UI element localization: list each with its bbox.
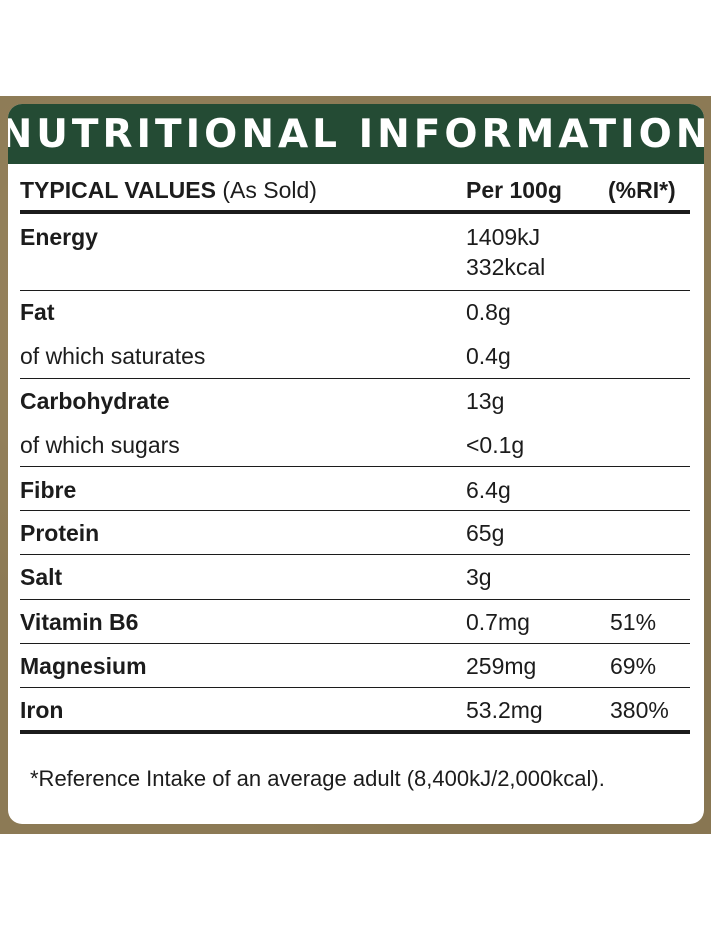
- row-iron-ri: 380%: [610, 697, 669, 723]
- nutrition-panel: NUTRITIONAL INFORMATION TYPICAL VALUES (…: [8, 104, 704, 824]
- row-energy-kj: 1409kJ: [466, 224, 541, 250]
- row-energy-name: Energy: [20, 224, 98, 250]
- row-divider: [20, 378, 690, 379]
- row-salt-value: 3g: [466, 564, 492, 590]
- header-rule: [20, 210, 690, 214]
- row-vitamin-b6-value: 0.7mg: [466, 609, 530, 635]
- row-carbohydrate-name: Carbohydrate: [20, 388, 170, 414]
- ri-header: (%RI*): [608, 177, 676, 203]
- row-iron-name: Iron: [20, 697, 64, 723]
- typical-values-label: TYPICAL VALUES: [20, 177, 216, 203]
- row-fibre-value: 6.4g: [466, 477, 511, 503]
- row-iron-value: 53.2mg: [466, 697, 543, 723]
- row-magnesium-ri: 69%: [610, 653, 657, 679]
- row-fat-value: 0.8g: [466, 299, 511, 325]
- panel-title: NUTRITIONAL INFORMATION: [8, 104, 704, 164]
- footer-rule: [20, 730, 690, 734]
- typical-values-header: TYPICAL VALUES (As Sold): [20, 170, 317, 210]
- row-sugars-value: <0.1g: [466, 432, 525, 458]
- row-divider: [20, 290, 690, 291]
- row-vitamin-b6-name: Vitamin B6: [20, 609, 139, 635]
- row-fibre-name: Fibre: [20, 477, 77, 503]
- per-100g-header: Per 100g: [466, 177, 562, 203]
- row-protein-value: 65g: [466, 520, 505, 546]
- row-protein-name: Protein: [20, 520, 100, 546]
- reference-intake-footnote: *Reference Intake of an average adult (8…: [30, 766, 605, 791]
- row-magnesium-value: 259mg: [466, 653, 537, 679]
- row-vitamin-b6-ri: 51%: [610, 609, 657, 635]
- row-divider: [20, 599, 690, 600]
- row-sugars-name: of which sugars: [20, 432, 180, 458]
- row-divider: [20, 554, 690, 555]
- row-salt-name: Salt: [20, 564, 63, 590]
- row-magnesium-name: Magnesium: [20, 653, 147, 679]
- row-energy-kcal: 332kcal: [466, 254, 546, 280]
- row-saturates-name: of which saturates: [20, 343, 206, 369]
- row-saturates-value: 0.4g: [466, 343, 511, 369]
- row-divider: [20, 466, 690, 467]
- row-carbohydrate-value: 13g: [466, 388, 505, 414]
- row-divider: [20, 687, 690, 688]
- as-sold-label: (As Sold): [222, 177, 317, 203]
- row-divider: [20, 643, 690, 644]
- row-fat-name: Fat: [20, 299, 55, 325]
- row-divider: [20, 510, 690, 511]
